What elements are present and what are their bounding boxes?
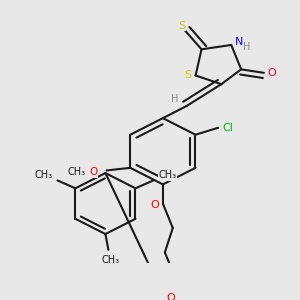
Text: N: N (235, 37, 243, 47)
Text: H: H (243, 42, 251, 52)
Text: O: O (151, 200, 159, 210)
Text: CH₃: CH₃ (101, 255, 119, 265)
Text: CH₃: CH₃ (158, 170, 176, 180)
Text: O: O (167, 293, 175, 300)
Text: H: H (171, 94, 178, 104)
Text: O: O (268, 68, 276, 78)
Text: S: S (184, 70, 191, 80)
Text: Cl: Cl (223, 123, 234, 133)
Text: O: O (89, 167, 98, 177)
Text: CH₃: CH₃ (68, 167, 86, 177)
Text: CH₃: CH₃ (34, 170, 53, 180)
Text: S: S (178, 21, 185, 31)
